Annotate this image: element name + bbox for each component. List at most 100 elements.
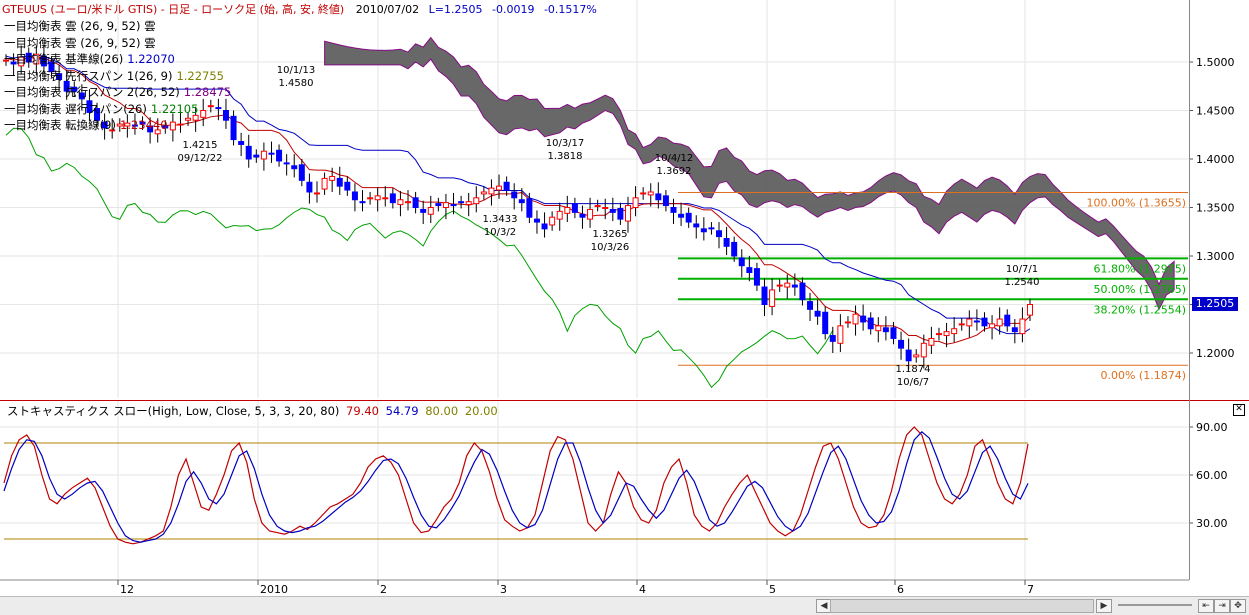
candle-body [351,191,358,201]
legend-item[interactable]: 一目均衡表 雲 (26, 9, 52) 雲 [4,18,156,34]
candle-body [844,321,851,324]
stochastic-d-line [3,430,1029,543]
candle-body [662,195,669,207]
candle-body [116,123,123,127]
candle-body [700,228,707,233]
header-date: 2010/07/02 [355,3,420,16]
legend-item[interactable]: 一目均衡表 基準線(26) 1.22070 [4,51,175,67]
y-tick-label: 1.4500 [1196,105,1235,118]
candle-body [503,181,510,191]
legend-label: 一目均衡表 転換線(9) [4,118,116,132]
price-annotation: 1.3692 [657,166,692,177]
stochastic-pane[interactable]: 90.00 60.00 30.00 ストキャスティクス スロー(High, Low,… [0,400,1249,581]
candle-body [511,191,518,199]
zoom-slider[interactable] [1118,604,1192,606]
x-tick-label: 4 [639,583,646,596]
candle-body [162,125,169,129]
legend-item[interactable]: 一目均衡表 転換線(9) 1.23440 [4,117,168,133]
candle-body [518,199,525,204]
kijun-line [5,54,1031,335]
candle-body [647,191,654,196]
legend-value: 1.23440 [119,118,168,132]
candle-body [458,201,465,204]
candle-body [397,199,404,206]
y-tick-label: 30.00 [1196,517,1228,530]
candle-body [989,323,996,329]
candle-body [238,141,245,145]
x-tick-label: 2 [380,583,387,596]
candle-body [420,208,427,213]
candle-body [177,123,184,126]
stochastic-header: ストキャスティクス スロー(High, Low, Close, 5, 3, 3,… [4,403,498,419]
candle-body [101,121,108,129]
candle-body [556,210,563,220]
header-last: L=1.2505 [428,3,483,16]
legend-item[interactable]: 一目均衡表 先行スパン 1(26, 9) 1.22755 [4,68,224,84]
y-tick-label: 60.00 [1196,469,1228,482]
candle-body [526,198,533,218]
candle-body [367,197,374,200]
candle-body [564,207,571,214]
x-tick-label: 3 [500,583,507,596]
candle-body [169,121,176,131]
legend-label: 一目均衡表 雲 (26, 9, 52) 雲 [4,35,156,50]
candle-body [738,257,745,267]
ichimoku-cloud [324,36,1175,311]
header-change-pct: -0.1517% [543,3,597,16]
candle-body [928,337,935,346]
candle-body [594,205,601,208]
legend-label: 一目均衡表 基準線(26) [4,52,124,66]
candle-body [829,335,836,342]
price-chart-pane[interactable]: 1.50001.45001.40001.35001.30001.25001.20… [0,0,1249,398]
candle-body [913,354,920,358]
candle-body [791,284,798,288]
legend-item[interactable]: 一目均衡表 遅行スパン(26) 1.22105 [4,101,198,117]
candle-body [943,331,950,337]
candle-body [746,267,753,273]
candle-body [124,122,131,127]
price-annotation: 10/1/13 [277,65,316,76]
candle-body [693,223,700,228]
candle-body [215,107,222,110]
candle-body [655,193,662,201]
candle-body [253,154,260,158]
candle-body [192,114,199,121]
candle-body [784,282,791,288]
scroll-left-icon[interactable]: ◀ [816,599,832,613]
candle-body [25,52,32,63]
candle-body [473,197,480,205]
scroll-right-icon[interactable]: ▶ [1096,599,1112,613]
candle-body [374,195,381,201]
close-pane-icon[interactable]: ✕ [1233,404,1245,416]
horizontal-scrollbar[interactable]: ◀ ▶ ⇤ ⇥ ✥ [0,596,1249,615]
candle-body [617,207,624,220]
candle-body [837,325,844,344]
candle-body [207,105,214,108]
candle-body [685,212,692,223]
candle-body [935,333,942,336]
candle-body [670,207,677,213]
candle-body [298,164,305,181]
candle-body [776,284,783,287]
candle-body [807,301,814,310]
candle-body [40,55,47,67]
scroll-thumb[interactable] [830,599,1094,613]
legend-item[interactable]: 一目均衡表 雲 (26, 9, 52) 雲 [4,35,156,51]
zoom-in-icon[interactable]: ⇥ [1214,599,1230,613]
zoom-out-icon[interactable]: ⇤ [1198,599,1214,613]
candle-body [260,150,267,160]
candle-body [898,339,905,349]
candle-body [147,125,154,133]
price-annotation: 1.3433 [483,214,518,225]
candle-body [222,110,229,121]
candle-body [1027,304,1033,316]
candle-body [230,115,237,141]
candle-body [268,152,275,155]
candle-body [716,230,723,238]
y-tick-label: 90.00 [1196,421,1228,434]
legend-item[interactable]: 一目均衡表 先行スパン 2(26, 52) 1.28475 [4,84,231,100]
candle-body [640,192,647,195]
fit-icon[interactable]: ✥ [1230,599,1246,613]
legend-value: 1.22105 [150,101,199,116]
price-annotation: 10/4/12 [655,153,694,164]
